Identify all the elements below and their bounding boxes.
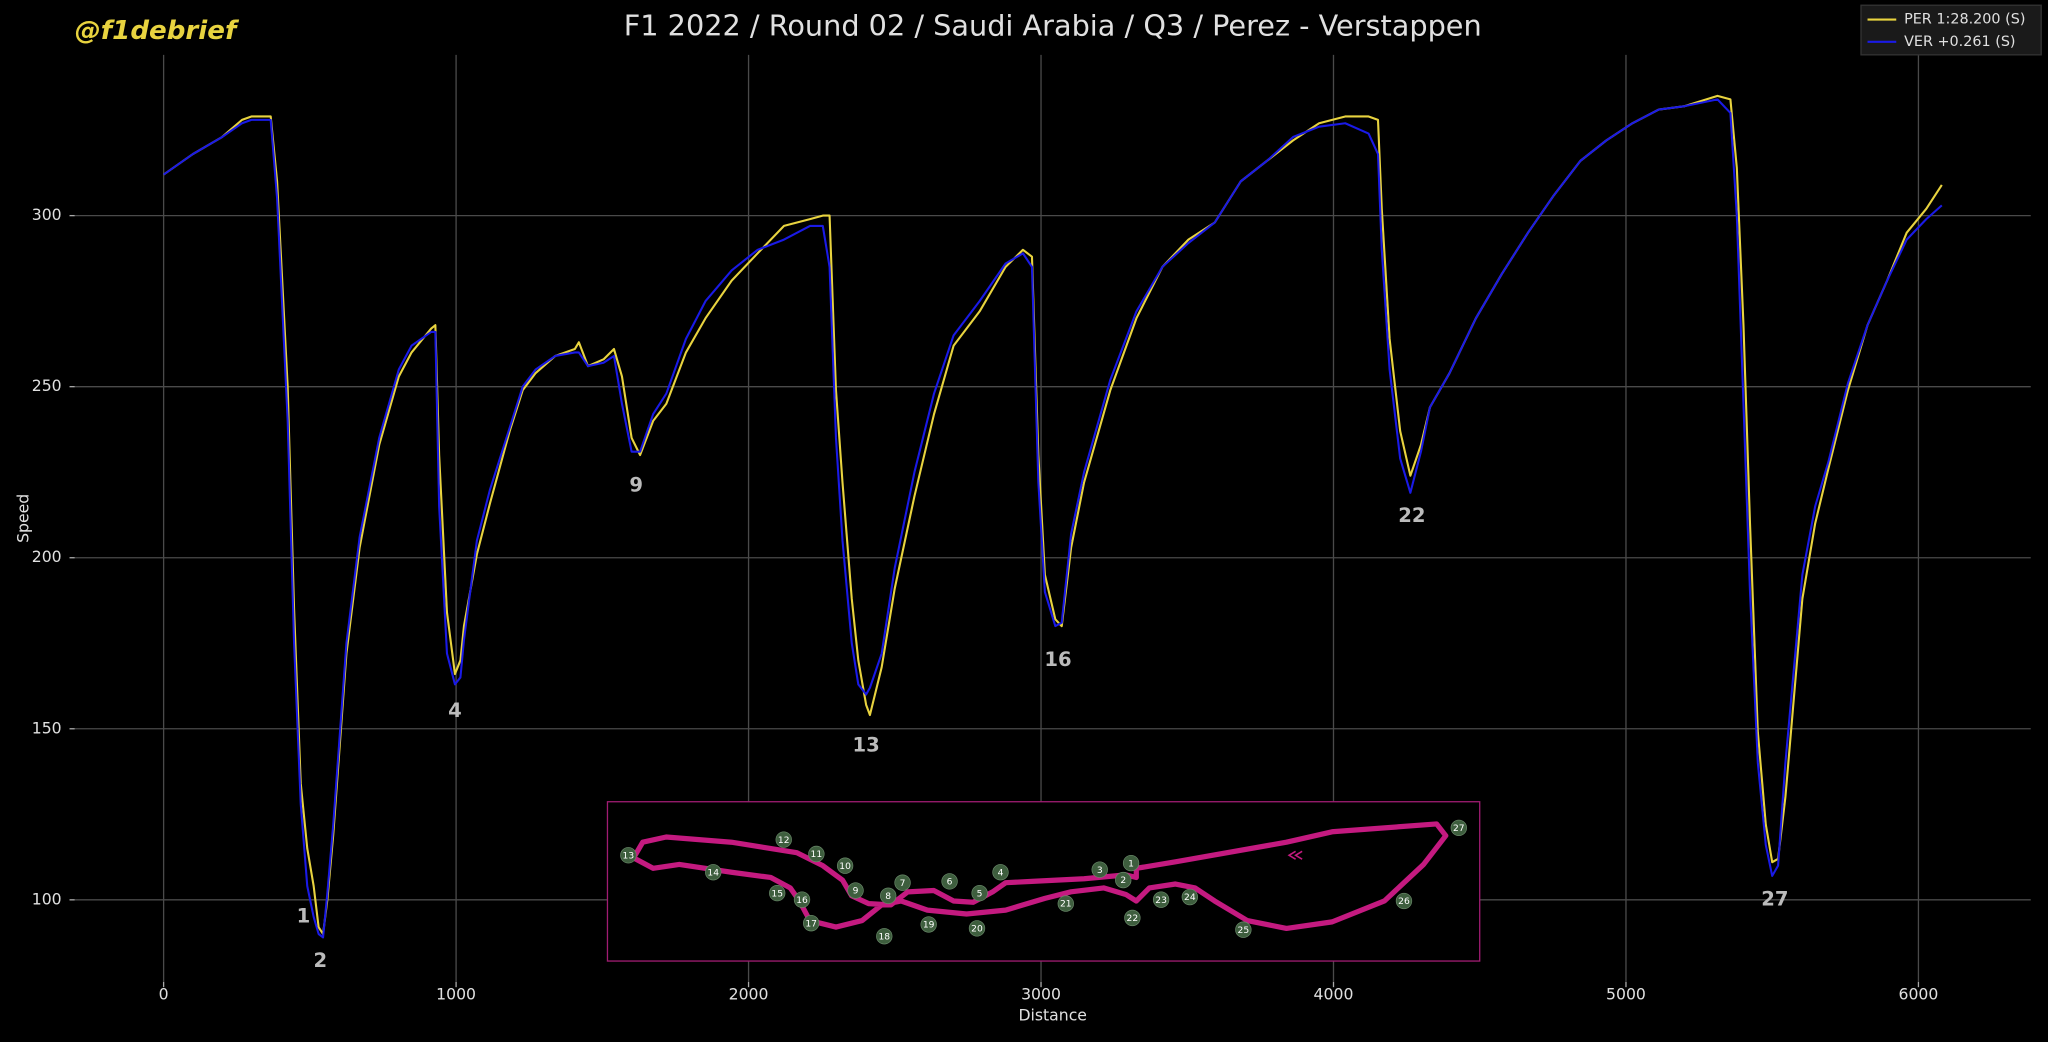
corner-label: 1: [1128, 859, 1134, 869]
x-tick-label: 6000: [1899, 984, 1939, 1003]
y-tick-label: 250: [32, 376, 62, 395]
corner-label: 14: [707, 868, 719, 878]
corner-marker: [802, 915, 820, 932]
corner-annotation: 16: [1044, 648, 1071, 671]
corner-marker: [1235, 921, 1252, 938]
legend: PER 1:28.200 (S) VER +0.261 (S): [1860, 4, 2042, 56]
corner-marker: [1181, 888, 1198, 906]
x-axis-label: Distance: [1018, 1005, 1086, 1024]
corner-marker: [968, 920, 986, 937]
corner-label: 27: [1453, 824, 1465, 834]
corner-label: 9: [853, 887, 859, 897]
direction-arrow: [1287, 850, 1303, 860]
corner-label: 4: [998, 868, 1004, 878]
corner-label: 3: [1097, 866, 1103, 876]
legend-label: PER 1:28.200 (S): [1904, 12, 2025, 28]
x-tick-label: 1000: [436, 984, 476, 1003]
corner-label: 5: [977, 889, 983, 899]
y-axis-label: Speed: [13, 494, 32, 543]
corner-marker: [1124, 909, 1141, 927]
corner-marker: [992, 864, 1009, 881]
y-tick-label: 150: [32, 718, 62, 737]
corner-marker: [876, 928, 893, 945]
corner-marker: [705, 864, 722, 881]
x-tick-label: 5000: [1606, 984, 1646, 1003]
corner-marker: [894, 874, 911, 891]
corner-label: 7: [900, 879, 906, 889]
corner-annotation: 9: [629, 473, 643, 496]
corner-marker: [941, 873, 958, 890]
track-outline: [630, 821, 1449, 932]
corner-label: 22: [1127, 914, 1139, 924]
corner-marker: [1115, 871, 1132, 889]
corner-marker: [847, 882, 864, 899]
corner-annotation: 4: [448, 699, 462, 722]
x-tick-label: 0: [159, 984, 169, 1003]
corner-label: 21: [1060, 900, 1072, 910]
corner-label: 6: [947, 878, 953, 888]
corner-label: 10: [839, 862, 851, 872]
corner-marker: [920, 916, 937, 933]
corner-label: 17: [805, 919, 817, 929]
corner-annotation: 13: [853, 733, 880, 756]
legend-box: [1860, 4, 2042, 56]
corner-annotation: 27: [1761, 887, 1788, 910]
corner-marker: [775, 831, 792, 848]
chart-title: F1 2022 / Round 02 / Saudi Arabia / Q3 /…: [624, 8, 1482, 42]
corner-label: 23: [1155, 896, 1167, 906]
corner-marker: [880, 887, 897, 904]
corner-label: 8: [885, 892, 891, 902]
y-tick-label: 100: [32, 889, 62, 908]
corner-annotation: 1: [297, 904, 311, 927]
x-tick-label: 4000: [1314, 984, 1354, 1003]
corner-annotation: 2: [314, 949, 328, 972]
x-tick-label: 2000: [729, 984, 769, 1003]
corner-label: 15: [771, 889, 783, 899]
corner-label: 18: [878, 932, 890, 942]
corner-label: 13: [623, 851, 635, 861]
corner-label: 20: [971, 925, 983, 935]
corner-label: 19: [923, 921, 935, 931]
corner-marker: [793, 891, 811, 908]
watermark: @f1debrief: [75, 16, 240, 46]
corner-label: 16: [796, 896, 808, 906]
corner-label: 11: [811, 850, 823, 860]
corner-marker: [1122, 854, 1140, 872]
corner-marker: [808, 845, 825, 863]
corner-marker: [836, 857, 854, 874]
corner-label: 25: [1238, 926, 1250, 936]
corner-marker: [1152, 891, 1170, 908]
corner-marker: [1091, 861, 1108, 878]
corner-marker: [1450, 819, 1467, 837]
legend-label: VER +0.261 (S): [1904, 34, 2015, 50]
corner-marker: [971, 884, 988, 902]
corner-marker: [1057, 895, 1074, 912]
corner-annotation: 22: [1398, 504, 1425, 527]
corner-marker: [1395, 892, 1413, 910]
corner-marker: [620, 847, 637, 864]
corner-label: 12: [778, 836, 790, 846]
series-line: [163, 98, 1943, 939]
y-tick-label: 300: [32, 205, 62, 224]
corner-label: 26: [1398, 897, 1410, 907]
y-tick-label: 200: [32, 547, 62, 566]
corner-marker: [769, 884, 786, 902]
corner-label: 2: [1120, 876, 1126, 886]
x-tick-label: 3000: [1021, 984, 1061, 1003]
corner-label: 24: [1184, 893, 1196, 903]
